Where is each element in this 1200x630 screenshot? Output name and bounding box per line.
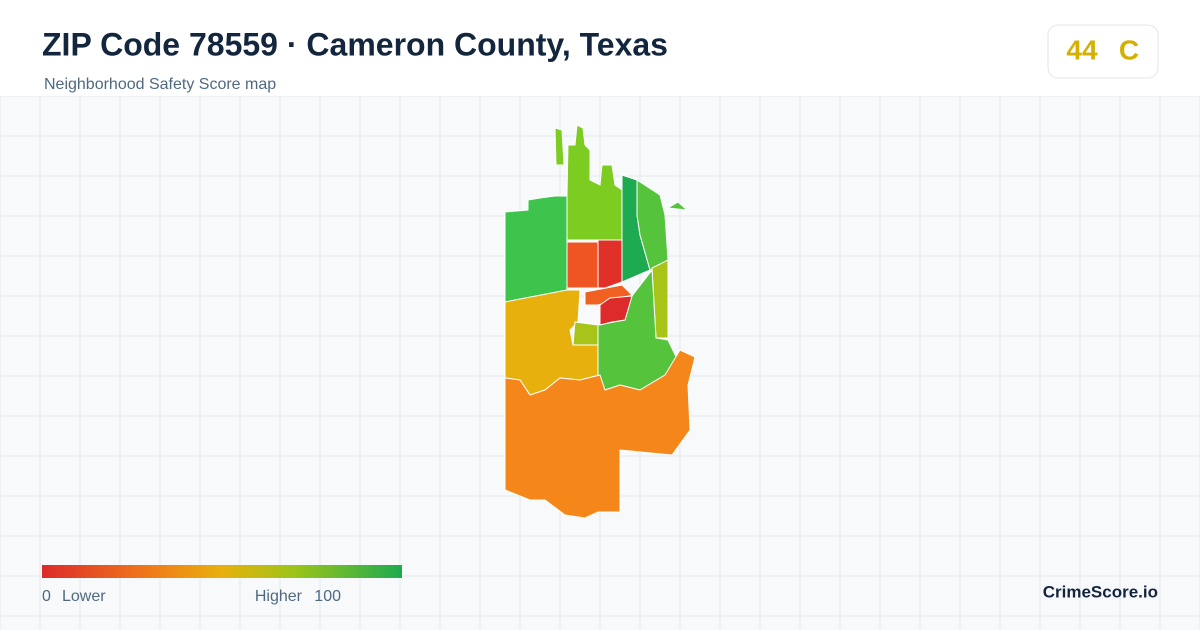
region [597,239,623,289]
region [599,295,633,326]
legend-min-label: Lower [62,588,106,605]
legend-max: 100 [314,588,341,605]
score-box [1047,24,1159,79]
map [504,124,696,519]
subtitle: Neighborhood Safety Score map [44,76,276,93]
region [572,321,599,346]
legend-max-label: Higher [255,588,303,605]
header-bar [0,0,1200,96]
brand: CrimeScore.io [1043,582,1158,601]
legend-gradient [42,565,402,578]
title: ZIP Code 78559 · Cameron County, Texas [42,26,668,62]
region [666,201,689,211]
score-value: 44 [1066,34,1098,65]
region [566,124,623,241]
grid [0,95,1200,630]
region [504,195,568,303]
legend-min: 0 [42,588,51,605]
score-grade: C [1119,34,1139,65]
region [566,241,599,289]
region [504,349,696,519]
region [554,127,565,166]
